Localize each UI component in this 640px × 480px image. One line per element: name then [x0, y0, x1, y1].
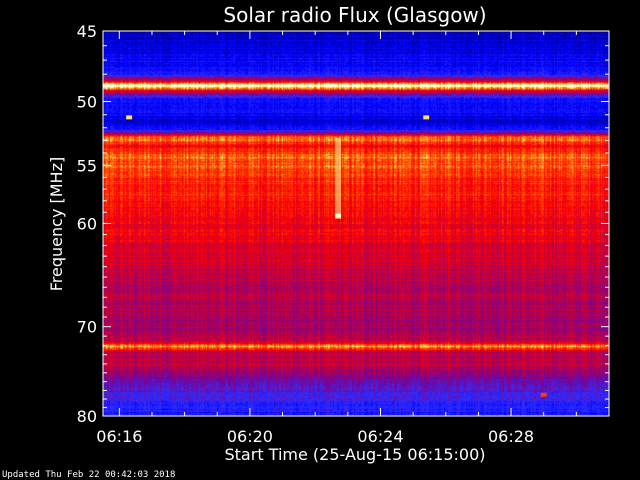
spot-mark-2 — [126, 115, 133, 120]
x-tick-label-0: 06:16 — [96, 427, 142, 446]
spectrogram-heatmap — [103, 31, 609, 416]
spectral-features — [126, 115, 547, 397]
x-axis-label: Start Time (25-Aug-15 06:15:00) — [225, 445, 486, 464]
y-axis: 45 50 55 60 70 80 — [77, 22, 609, 426]
spot-mark-1 — [335, 213, 342, 218]
spot-mark-3 — [423, 115, 430, 120]
x-tick-label-1: 06:20 — [227, 427, 273, 446]
x-tick-label-2: 06:24 — [357, 427, 403, 446]
y-tick-label-3: 60 — [77, 215, 97, 234]
y-tick-label-0: 45 — [77, 22, 97, 41]
y-tick-label-5: 80 — [77, 407, 97, 426]
x-axis: 06:16 06:20 06:24 06:28 — [96, 31, 610, 446]
burst-mark-0 — [335, 137, 342, 220]
spot-mark-4 — [540, 392, 547, 397]
x-tick-label-3: 06:28 — [488, 427, 534, 446]
chart-title: Solar radio Flux (Glasgow) — [223, 3, 486, 27]
y-tick-label-1: 50 — [77, 93, 97, 112]
y-tick-label-2: 55 — [77, 156, 97, 175]
y-axis-label: Frequency [MHz] — [47, 157, 66, 291]
y-tick-label-4: 70 — [77, 318, 97, 337]
updated-timestamp: Updated Thu Feb 22 00:42:03 2018 — [2, 470, 175, 480]
